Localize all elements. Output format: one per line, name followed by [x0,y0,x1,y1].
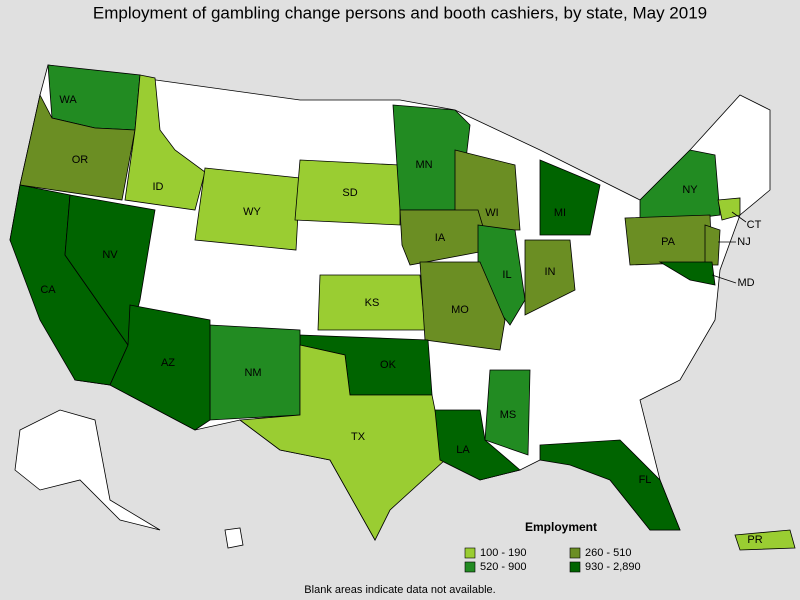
map-title: Employment of gambling change persons an… [93,3,707,22]
legend-swatch [464,547,476,559]
state-label: PA [661,236,676,248]
legend-label: 520 - 900 [480,561,526,573]
state-label: SD [342,187,357,199]
state-label: MS [500,409,517,421]
state-shape [704,224,721,266]
state-shape [658,261,716,286]
state-shape [194,167,301,251]
alaska [14,409,161,531]
state-label: KS [365,297,380,309]
state-labels: WA OR CA NV ID WY SD MN WI MI NY PA NJ C… [40,94,762,546]
state-label: NM [244,367,261,379]
state-shape [294,159,401,226]
state-shape [639,149,721,226]
state-shape [399,209,491,266]
state-label: NV [102,249,118,261]
state-label: IL [502,269,511,281]
state-label: FL [639,474,652,486]
state-label: TX [351,431,366,443]
leader-lines [711,211,747,284]
state-shape [539,159,601,236]
state-label: WA [59,94,77,106]
state-shape [524,239,576,316]
state-label: PR [747,534,762,546]
hawaii [224,527,244,549]
state-label: WI [485,207,498,219]
legend-swatch [569,561,581,573]
state-label: CT [747,219,762,231]
state-label: WY [243,206,261,218]
state-shape [238,344,446,541]
state-shape [734,529,796,551]
state-label: LA [456,444,470,456]
state-shape [434,409,521,481]
state-label: AZ [161,357,175,369]
legend-label: 100 - 190 [480,547,526,559]
state-label: NJ [737,236,750,248]
legend-label: 260 - 510 [585,547,631,559]
state-shape [717,197,741,221]
legend-label: 930 - 2,890 [585,561,641,573]
state-label: IN [545,266,556,278]
state-label: MD [737,277,754,289]
state-label: MO [451,304,469,316]
state-label: MN [415,159,432,171]
state-label: ID [153,181,164,193]
state-shape [419,261,506,351]
note: Blank areas indicate data not available. [304,584,495,596]
legend-title: Employment [525,520,597,534]
state-label: CA [40,284,56,296]
state-shape [539,439,681,531]
state-shape [109,304,211,431]
state-label: NY [682,184,698,196]
state-shape [484,369,531,456]
legend-swatch [569,547,581,559]
legend: 100 - 190 260 - 510 520 - 900 930 - 2,890 [464,547,641,573]
state-label: MI [554,207,566,219]
state-label: OR [72,154,89,166]
state-label: OK [380,359,397,371]
legend-swatch [464,561,476,573]
state-label: IA [435,232,446,244]
